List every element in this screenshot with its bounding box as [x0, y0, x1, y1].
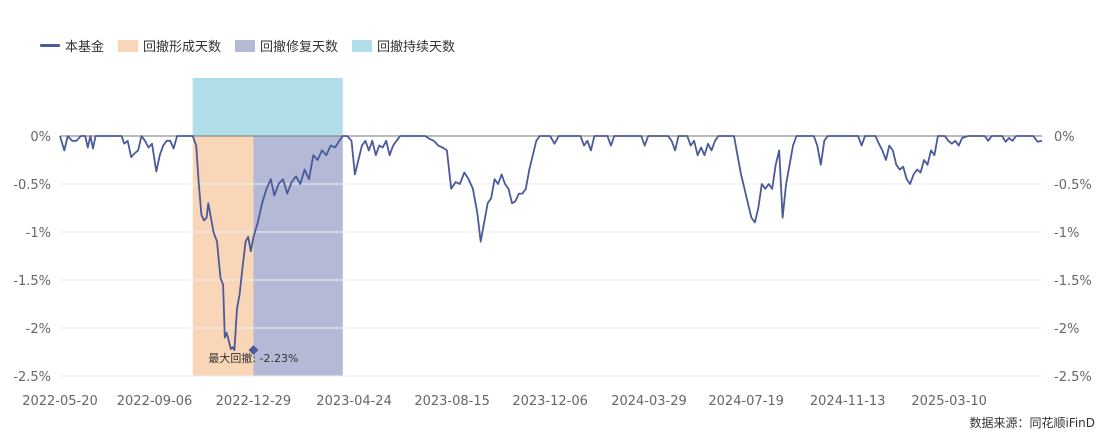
y-tick-label-right: -1% [1054, 226, 1079, 241]
x-tick-label: 2025-03-10 [911, 394, 987, 409]
legend-item-fund[interactable]: 本基金 [40, 36, 104, 55]
x-tick-label: 2023-12-06 [512, 394, 588, 409]
max-drawdown-label: 最大回撤: -2.23% [208, 351, 298, 365]
y-tick-label-left: -2% [26, 322, 51, 337]
y-tick-label-right: -1.5% [1054, 274, 1092, 289]
x-tick-label: 2023-08-15 [414, 394, 490, 409]
x-tick-label: 2022-12-29 [216, 394, 292, 409]
y-tick-label-right: 0% [1054, 130, 1075, 145]
x-tick-label: 2023-04-24 [316, 394, 392, 409]
y-tick-label-right: -2% [1054, 322, 1079, 337]
legend-label: 回撤形成天数 [143, 40, 222, 55]
legend-item-repair[interactable]: 回撤修复天数 [235, 36, 338, 55]
duration-region [192, 78, 343, 136]
legend-label: 回撤持续天数 [377, 40, 456, 55]
fund-drawdown-line [59, 135, 1043, 352]
y-tick-label-left: -2.5% [13, 370, 51, 385]
y-tick-label-left: -1% [26, 226, 51, 241]
x-tick-label: 2024-11-13 [810, 394, 886, 409]
x-tick-label: 2022-05-20 [22, 394, 98, 409]
x-tick-label: 2024-03-29 [611, 394, 687, 409]
y-tick-label-left: 0% [30, 130, 51, 145]
y-tick-label-left: -1.5% [13, 274, 51, 289]
legend-label: 回撤修复天数 [260, 40, 339, 55]
legend-item-formation[interactable]: 回撤形成天数 [118, 36, 221, 55]
max-drawdown-marker [248, 345, 259, 356]
legend-box-swatch [118, 39, 139, 52]
legend-box-swatch [352, 39, 373, 52]
legend-item-duration[interactable]: 回撤持续天数 [352, 36, 455, 55]
data-source-note: 数据来源：同花顺iFinD [969, 416, 1095, 430]
x-tick-label: 2022-09-06 [117, 394, 193, 409]
legend-line-swatch [40, 44, 60, 47]
x-tick-label: 2024-07-19 [708, 394, 784, 409]
y-tick-label-left: -0.5% [13, 178, 51, 193]
legend-box-swatch [235, 39, 256, 52]
repair-region [253, 136, 343, 376]
y-tick-label-right: -0.5% [1054, 178, 1092, 193]
legend-label: 本基金 [65, 40, 105, 55]
y-tick-label-right: -2.5% [1054, 370, 1092, 385]
legend: 本基金 回撤形成天数 回撤修复天数 回撤持续天数 [40, 36, 455, 55]
